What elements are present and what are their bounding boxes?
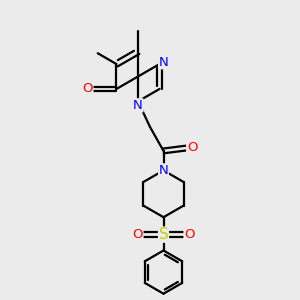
Text: O: O (184, 228, 195, 241)
Text: S: S (159, 227, 168, 242)
Text: N: N (159, 164, 168, 177)
Text: N: N (133, 99, 143, 112)
Text: O: O (187, 141, 197, 154)
Text: O: O (133, 228, 143, 241)
Text: N: N (159, 56, 168, 69)
Text: O: O (82, 82, 93, 95)
